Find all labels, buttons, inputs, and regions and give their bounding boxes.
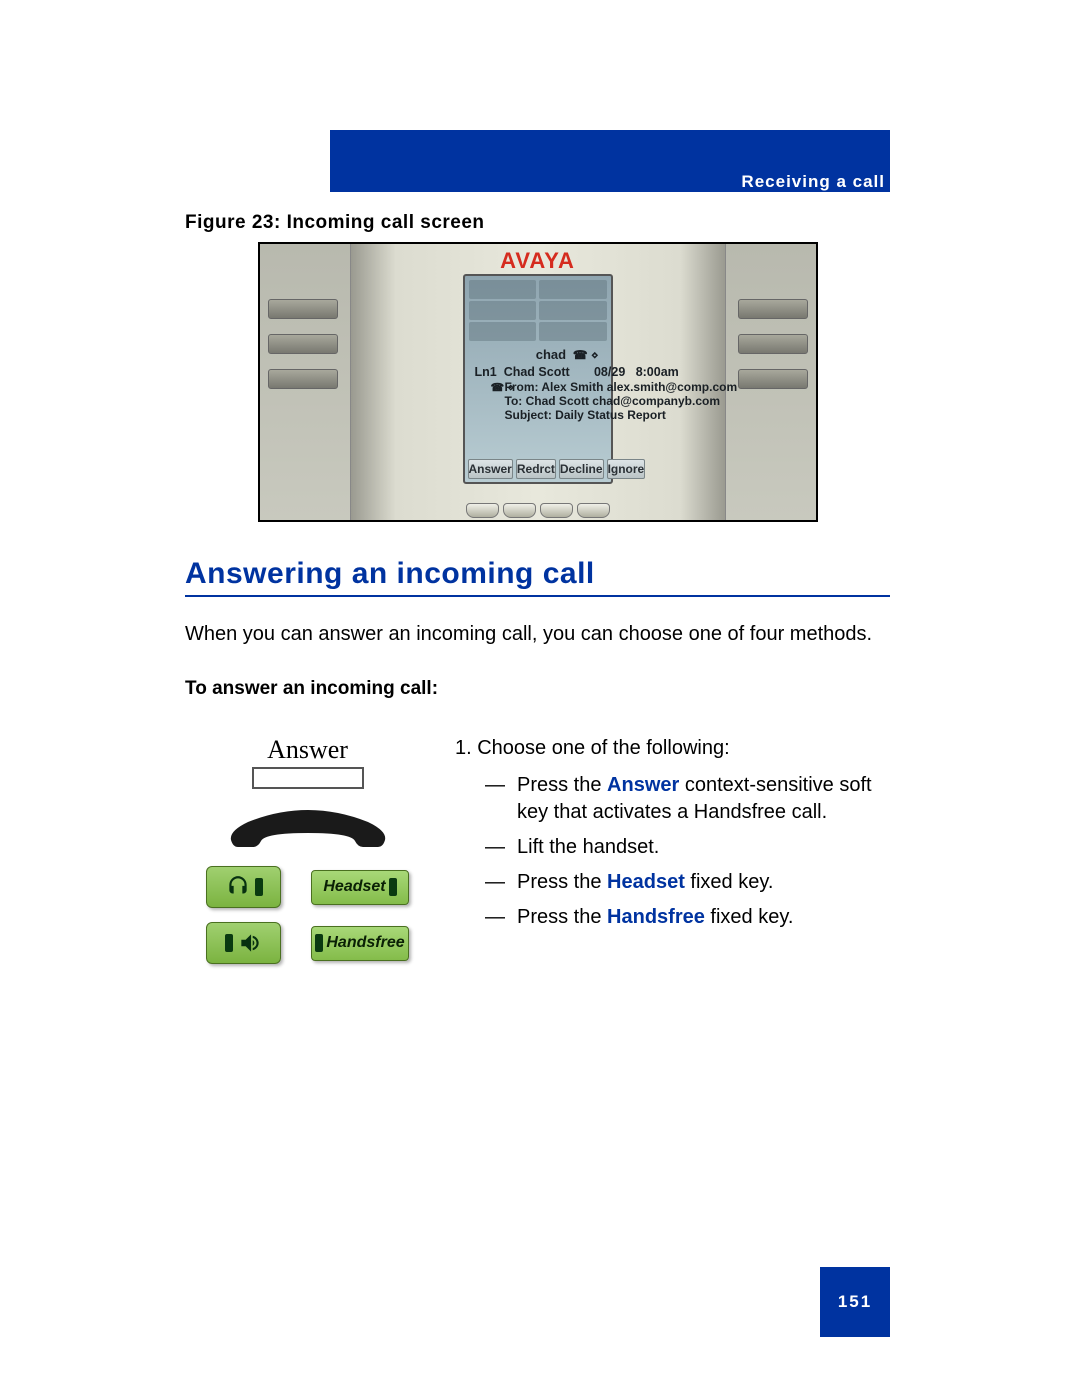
sub-heading: To answer an incoming call: [185,678,890,700]
page-number: 151 [838,1292,872,1312]
speaker-icon [237,930,263,956]
phone-lcd: chad ☎ ⋄ Ln1 Chad Scott 08/29 8:00am ☎ ⋄… [463,274,613,484]
handsfree-button-graphic [206,922,281,964]
page-content: Figure 23: Incoming call screen AVAYA [185,212,890,978]
lcd-line-label: Ln1 [475,365,497,379]
phone-illustration: AVAYA chad ☎ ⋄ Ln1 Chad Scott 08/29 8:00… [258,242,818,522]
led-icon [315,934,323,952]
option-handsfree: Press the Handsfree fixed key. [485,904,890,931]
answer-softkey-label: Answer [267,735,348,765]
lcd-time: 8:00am [636,365,679,379]
headset-key-row: Headset [185,866,430,908]
option-list: Press the Answer context-sensitive soft … [455,772,890,931]
softkey-redirect: Redrct [516,459,556,479]
softkey-ignore: Ignore [607,459,646,479]
hw-key [577,503,610,518]
instruction-row: Answer Headset [185,735,890,978]
lcd-status-name: chad [536,347,566,362]
section-title: Answering an incoming call [185,557,890,597]
lcd-line-keys [469,280,607,341]
led-icon [255,878,263,896]
side-key [268,369,338,389]
side-key [268,334,338,354]
headset-keyword: Headset [607,871,685,893]
headset-label-graphic: Headset [311,870,409,905]
lcd-from-line: ☎ ⋄From: Alex Smith alex.smith@comp.com [469,380,607,394]
answer-softkey-graphic [252,767,364,789]
side-keys-right [738,299,808,389]
instruction-text-column: 1. Choose one of the following: Press th… [455,735,890,939]
side-key [738,299,808,319]
brand-logo: AVAYA [500,248,575,274]
hw-key [540,503,573,518]
hw-key [503,503,536,518]
document-page: Receiving a call Figure 23: Incoming cal… [0,0,1080,1397]
lcd-to-line: To: Chad Scott chad@companyb.com [469,394,607,408]
header-section-label: Receiving a call [741,172,885,192]
hw-key [466,503,499,518]
step-1: 1. Choose one of the following: [455,735,890,762]
hardware-softkeys [466,503,610,518]
option-lift-handset: Lift the handset. [485,834,890,861]
headset-icon [225,874,251,900]
phone-body: AVAYA chad ☎ ⋄ Ln1 Chad Scott 08/29 8:00… [350,244,726,520]
lcd-call-line: Ln1 Chad Scott 08/29 8:00am [469,364,607,380]
intro-paragraph: When you can answer an incoming call, yo… [185,621,890,648]
softkey-bar: Answer Redrct Decline Ignore [468,459,608,479]
led-icon [225,934,233,952]
page-number-box: 151 [820,1267,890,1337]
lcd-status-row: chad ☎ ⋄ [469,345,607,364]
led-icon [389,878,397,896]
figure-caption: Figure 23: Incoming call screen [185,212,890,234]
side-key [268,299,338,319]
softkey-decline: Decline [559,459,604,479]
handsfree-label-graphic: Handsfree [311,926,409,961]
side-key [738,334,808,354]
handsfree-key-row: Handsfree [185,922,430,964]
lcd-subject-line: Subject: Daily Status Report [469,408,607,422]
headset-button-graphic [206,866,281,908]
handset-icon [223,807,393,851]
phone-icon: ☎ ⋄ [573,348,599,362]
softkey-answer: Answer [468,459,513,479]
side-key [738,369,808,389]
lcd-caller-name: Chad Scott [504,365,570,379]
option-answer: Press the Answer context-sensitive soft … [485,772,890,826]
side-keys-left [268,299,338,389]
envelope-icon: ☎ ⋄ [491,381,505,394]
answer-keyword: Answer [607,774,679,796]
lcd-date: 08/29 [594,365,625,379]
option-headset: Press the Headset fixed key. [485,869,890,896]
key-graphics-column: Answer Headset [185,735,430,978]
handsfree-keyword: Handsfree [607,906,705,928]
